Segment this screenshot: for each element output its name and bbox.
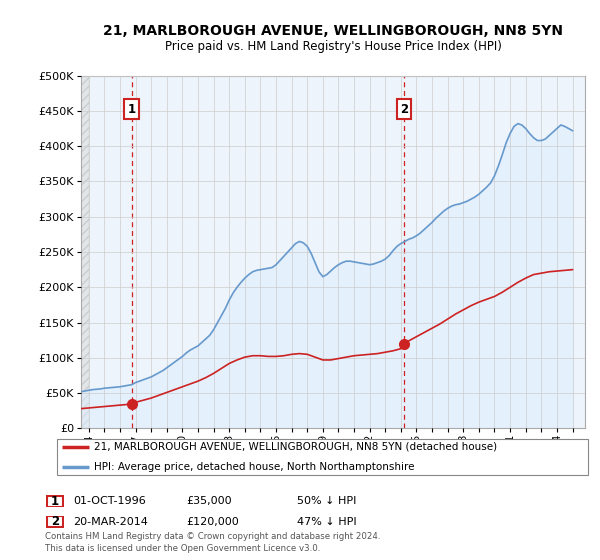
Text: 21, MARLBOROUGH AVENUE, WELLINGBOROUGH, NN8 5YN (detached house): 21, MARLBOROUGH AVENUE, WELLINGBOROUGH, …: [94, 442, 497, 452]
Text: Price paid vs. HM Land Registry's House Price Index (HPI): Price paid vs. HM Land Registry's House …: [164, 40, 502, 53]
Text: £35,000: £35,000: [186, 496, 232, 506]
FancyBboxPatch shape: [47, 516, 64, 528]
Text: 2: 2: [51, 515, 59, 529]
Text: £120,000: £120,000: [186, 517, 239, 527]
FancyBboxPatch shape: [56, 439, 589, 475]
Text: 21, MARLBOROUGH AVENUE, WELLINGBOROUGH, NN8 5YN: 21, MARLBOROUGH AVENUE, WELLINGBOROUGH, …: [103, 24, 563, 38]
Text: HPI: Average price, detached house, North Northamptonshire: HPI: Average price, detached house, Nort…: [94, 462, 415, 472]
Text: 2: 2: [400, 102, 408, 115]
Text: 47% ↓ HPI: 47% ↓ HPI: [297, 517, 356, 527]
Text: 1: 1: [51, 494, 59, 508]
Text: 01-OCT-1996: 01-OCT-1996: [73, 496, 146, 506]
Text: 50% ↓ HPI: 50% ↓ HPI: [297, 496, 356, 506]
Text: 20-MAR-2014: 20-MAR-2014: [73, 517, 148, 527]
FancyBboxPatch shape: [47, 496, 64, 507]
Text: Contains HM Land Registry data © Crown copyright and database right 2024.
This d: Contains HM Land Registry data © Crown c…: [45, 533, 380, 553]
Text: 1: 1: [128, 102, 136, 115]
